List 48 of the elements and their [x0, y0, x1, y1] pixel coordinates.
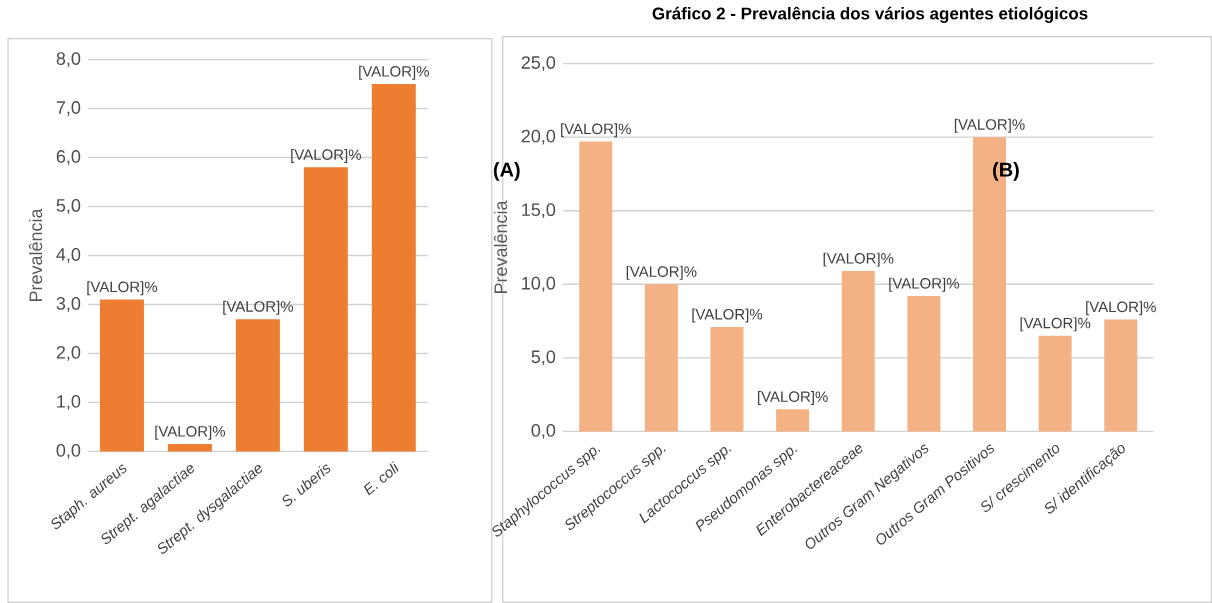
bar — [99, 299, 144, 452]
y-tick-label: 5,0 — [531, 350, 556, 366]
data-label: [VALOR]% — [889, 277, 960, 292]
y-tick-label: 20,0 — [521, 129, 556, 145]
bar — [907, 296, 941, 432]
chart-title: Gráfico 2 - Prevalência dos vários agentes etiológicos — [652, 6, 1088, 23]
y-tick-label: 0,0 — [56, 443, 81, 459]
data-label: [VALOR]% — [823, 252, 894, 267]
y-tick-label: 6,0 — [56, 150, 81, 165]
data-label: [VALOR]% — [155, 425, 226, 440]
y-axis-title: Prevalência — [28, 208, 43, 302]
data-label: [VALOR]% — [692, 308, 763, 323]
data-label: [VALOR]% — [1086, 301, 1156, 316]
bar — [841, 271, 875, 432]
bar — [303, 167, 348, 452]
bar — [371, 84, 416, 452]
data-label: [VALOR]% — [291, 149, 361, 163]
data-label: [VALOR]% — [626, 265, 697, 280]
y-tick-label: 7,0 — [56, 101, 81, 117]
y-tick-label: 15,0 — [522, 203, 556, 219]
y-tick-label: 25,0 — [521, 56, 556, 72]
bar — [1104, 319, 1138, 432]
y-tick-label: 1,0 — [57, 395, 81, 410]
data-label: [VALOR]% — [1020, 317, 1091, 332]
bar — [710, 326, 744, 432]
y-tick-label: 3,0 — [56, 297, 81, 312]
bar — [644, 284, 678, 432]
x-tick-label: E. coli — [363, 461, 399, 496]
data-label: [VALOR]% — [223, 300, 294, 315]
bar — [579, 141, 613, 432]
y-tick-label: 2,0 — [56, 346, 81, 361]
data-label: [VALOR]% — [757, 391, 828, 405]
data-label: [VALOR]% — [561, 123, 631, 138]
data-label: [VALOR]% — [359, 65, 429, 80]
annotation: (B) — [993, 162, 1019, 181]
data-label: [VALOR]% — [954, 118, 1025, 133]
bar — [167, 444, 212, 452]
data-label: [VALOR]% — [87, 281, 158, 296]
y-tick-label: 5,0 — [56, 199, 81, 214]
y-tick-label: 0,0 — [531, 424, 556, 439]
text: (A) — [493, 162, 520, 181]
y-axis-title: Prevalência — [493, 200, 508, 294]
y-tick-label: 4,0 — [56, 248, 81, 263]
y-tick-label: 8,0 — [56, 52, 81, 68]
bar — [235, 319, 280, 452]
y-tick-label: 10,0 — [522, 276, 556, 292]
bar — [1038, 335, 1072, 432]
bar — [776, 409, 810, 432]
